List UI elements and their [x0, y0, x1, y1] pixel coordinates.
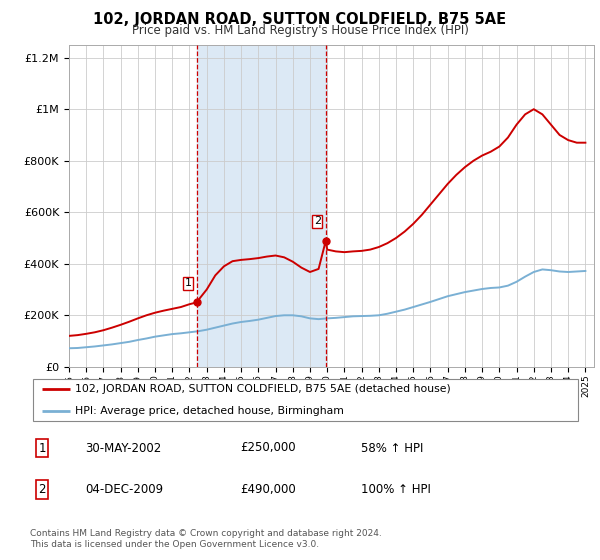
Text: 2: 2 — [38, 483, 46, 496]
Text: 102, JORDAN ROAD, SUTTON COLDFIELD, B75 5AE (detached house): 102, JORDAN ROAD, SUTTON COLDFIELD, B75 … — [75, 384, 451, 394]
Text: 1: 1 — [38, 441, 46, 455]
Text: HPI: Average price, detached house, Birmingham: HPI: Average price, detached house, Birm… — [75, 406, 344, 416]
Text: £250,000: £250,000 — [240, 441, 295, 455]
Text: 1: 1 — [185, 278, 191, 288]
Text: £490,000: £490,000 — [240, 483, 296, 496]
Bar — [197, 45, 326, 367]
Text: 58% ↑ HPI: 58% ↑ HPI — [361, 441, 424, 455]
Text: Contains HM Land Registry data © Crown copyright and database right 2024.: Contains HM Land Registry data © Crown c… — [30, 529, 382, 538]
Text: Price paid vs. HM Land Registry's House Price Index (HPI): Price paid vs. HM Land Registry's House … — [131, 24, 469, 36]
Text: 100% ↑ HPI: 100% ↑ HPI — [361, 483, 431, 496]
Text: 2: 2 — [314, 216, 321, 226]
Text: 30-MAY-2002: 30-MAY-2002 — [85, 441, 161, 455]
FancyBboxPatch shape — [33, 379, 578, 421]
Text: 04-DEC-2009: 04-DEC-2009 — [85, 483, 163, 496]
Text: This data is licensed under the Open Government Licence v3.0.: This data is licensed under the Open Gov… — [30, 540, 319, 549]
Text: 102, JORDAN ROAD, SUTTON COLDFIELD, B75 5AE: 102, JORDAN ROAD, SUTTON COLDFIELD, B75 … — [94, 12, 506, 27]
